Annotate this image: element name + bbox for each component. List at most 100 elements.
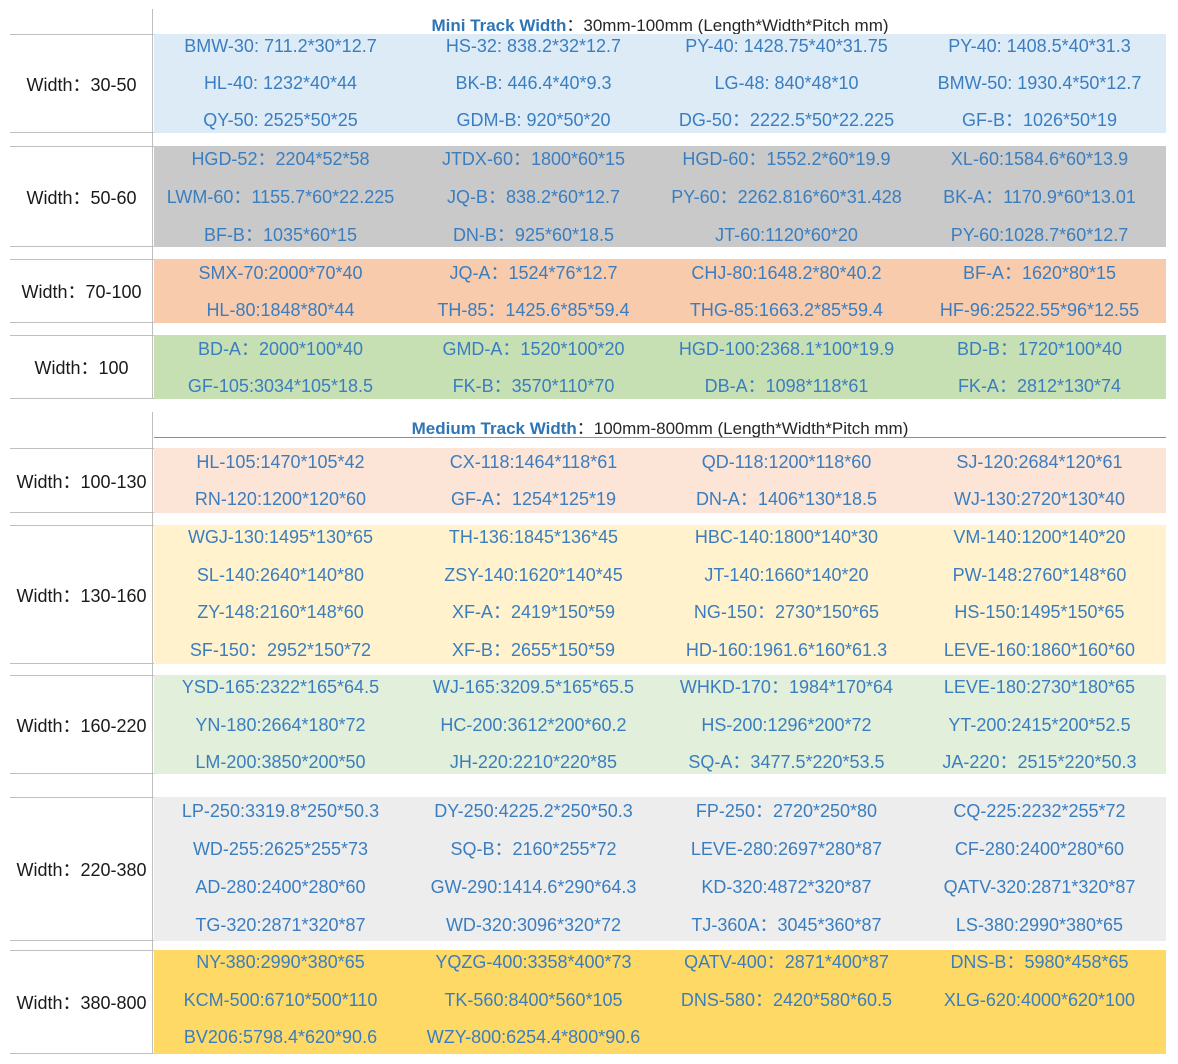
track-spec-cell: QD-118:1200*118*60 [701,452,872,472]
column-divider [152,412,153,1054]
track-spec-cell: XF-B：2655*150*59 [451,639,616,660]
track-spec-cell: JTDX-60：1800*60*15 [441,149,626,169]
width-range-label: Width：100-130 [16,471,147,492]
track-spec-cell: HL-80:1848*80*44 [206,300,355,320]
track-spec-cell: NG-150：2730*150*65 [693,602,880,622]
track-spec-cell: TH-136:1845*136*45 [448,527,619,547]
track-spec-cell: DN-B：925*60*18.5 [452,225,615,245]
track-spec-cell: GMD-A：1520*100*20 [442,339,625,359]
width-range-label: Width：380-800 [16,993,147,1013]
section-subtitle: ：100mm-800mm (Length*Width*Pitch mm) [576,419,909,438]
track-spec-cell: BD-A：2000*100*40 [197,339,364,359]
track-spec-cell: SQ-A：3477.5*220*53.5 [688,752,885,772]
track-spec-cell: YQZG-400:3358*400*73 [435,952,632,972]
track-spec-cell: WGJ-130:1495*130*65 [187,527,374,547]
track-spec-cell: GDM-B: 920*50*20 [456,110,611,130]
width-group: Width：100 [10,335,1166,399]
track-spec-cell: QATV-400：2871*400*87 [684,952,889,972]
track-spec-cell: LP-250:3319.8*250*50.3 [181,801,380,821]
track-spec-cell: JQ-A：1524*76*12.7 [449,263,618,283]
track-spec-cell: JH-220:2210*220*85 [449,752,618,772]
track-spec-cell: GF-A：1254*125*19 [450,489,617,509]
track-spec-cell: PY-40: 1408.5*40*31.3 [948,36,1131,56]
track-spec-cell: CF-280:2400*280*60 [954,839,1125,859]
track-spec-cell: TG-320:2871*320*87 [195,915,366,935]
width-range-label: Width：220-380 [16,860,147,880]
track-spec-cell: HGD-60：1552.2*60*19.9 [682,149,891,169]
track-spec-cell: HS-32: 838.2*32*12.7 [445,36,622,56]
track-spec-cell: TK-560:8400*560*105 [444,989,623,1010]
track-spec-cell: HS-200:1296*200*72 [701,714,872,735]
track-spec-cell: YT-200:2415*200*52.5 [948,714,1131,735]
track-spec-cell: DG-50：2222.5*50*22.225 [678,110,895,130]
track-spec-cell: BMW-30: 711.2*30*12.7 [184,36,377,56]
header-underline [154,437,1166,438]
group-band [154,950,1166,1054]
track-spec-cell: LM-200:3850*200*50 [195,752,366,772]
track-spec-cell: THG-85:1663.2*85*59.4 [689,300,884,320]
track-spec-cell: LWM-60：1155.7*60*22.225 [166,187,395,207]
track-spec-cell: HD-160:1961.6*160*61.3 [685,639,888,660]
track-spec-cell: WHKD-170：1984*170*64 [679,677,894,697]
width-group: Width：130-160 [10,525,1166,664]
width-range-label: Width：70-100 [21,282,142,302]
track-spec-cell: ZY-148:2160*148*60 [197,602,364,622]
group-band [154,34,1166,133]
section-header: Medium Track Width：100mm-800mm (Length*W… [154,414,1166,439]
track-spec-cell: XF-A：2419*150*59 [451,602,616,622]
track-spec-cell: HF-96:2522.55*96*12.55 [939,300,1140,320]
width-group: Width：160-220 [10,675,1166,774]
track-spec-cell: XL-60:1584.6*60*13.9 [950,149,1129,169]
width-group: Width：30-50 [10,34,1166,133]
track-spec-cell: HBC-140:1800*140*30 [694,527,879,547]
section-subtitle: ：30mm-100mm (Length*Width*Pitch mm) [566,16,889,35]
group-band [154,146,1166,247]
track-spec-cell: PW-148:2760*148*60 [952,564,1127,585]
track-spec-cell: DB-A：1098*118*61 [704,376,869,396]
width-group: Width：220-380 [10,797,1166,941]
track-spec-cell: WD-255:2625*255*73 [192,839,369,859]
section-header: Mini Track Width：30mm-100mm (Length*Widt… [154,11,1166,36]
track-spec-cell: BD-B：1720*100*40 [956,339,1123,359]
track-spec-cell: DN-A：1406*130*18.5 [695,489,878,509]
track-spec-cell: HGD-100:2368.1*100*19.9 [678,339,895,359]
track-spec-cell: BK-B: 446.4*40*9.3 [455,73,612,93]
track-spec-cell: BF-A：1620*80*15 [962,263,1117,283]
track-spec-cell: FK-B：3570*110*70 [452,376,615,396]
track-spec-cell: PY-60:1028.7*60*12.7 [950,225,1129,245]
group-band [154,448,1166,513]
track-spec-cell: SL-140:2640*140*80 [196,564,365,585]
track-spec-cell: LEVE-180:2730*180*65 [943,677,1136,697]
width-range-label: Width：160-220 [16,715,147,736]
track-spec-cell: SQ-B：2160*255*72 [450,839,617,859]
width-group: Width：100-130 [10,448,1166,513]
width-range-label: Width：100 [34,358,129,378]
width-group: Width：50-60 [10,146,1166,247]
track-spec-cell: GF-B：1026*50*19 [961,110,1118,130]
track-spec-cell: WJ-130:2720*130*40 [953,489,1126,509]
track-spec-cell: SF-150：2952*150*72 [189,639,372,660]
track-spec-cell: SJ-120:2684*120*61 [956,452,1123,472]
track-spec-cell: JA-220：2515*220*50.3 [942,752,1137,772]
track-spec-cell: JT-140:1660*140*20 [704,564,869,585]
track-spec-cell: XLG-620:4000*620*100 [943,989,1136,1010]
track-spec-cell: SMX-70:2000*70*40 [198,263,363,283]
track-spec-cell: DNS-580：2420*580*60.5 [680,989,893,1010]
track-spec-cell: PY-40: 1428.75*40*31.75 [685,36,888,56]
track-spec-cell: PY-60：2262.816*60*31.428 [671,187,902,207]
track-spec-cell: CQ-225:2232*255*72 [953,801,1126,821]
width-range-label: Width：130-160 [16,585,147,606]
track-spec-cell: QY-50: 2525*50*25 [203,110,358,130]
track-spec-cell: JT-60:1120*60*20 [715,225,858,245]
group-band [154,259,1166,323]
track-spec-cell: YN-180:2664*180*72 [195,714,366,735]
track-spec-cell: WD-320:3096*320*72 [445,915,622,935]
section-title: Mini Track Width [431,16,567,35]
track-spec-cell: LEVE-160:1860*160*60 [943,639,1136,660]
track-spec-cell: BV206:5798.4*620*90.6 [183,1027,378,1047]
track-spec-cell: HC-200:3612*200*60.2 [440,714,627,735]
track-spec-cell: HL-40: 1232*40*44 [203,73,358,93]
track-spec-cell: HL-105:1470*105*42 [196,452,365,472]
track-spec-cell: VM-140:1200*140*20 [953,527,1126,547]
